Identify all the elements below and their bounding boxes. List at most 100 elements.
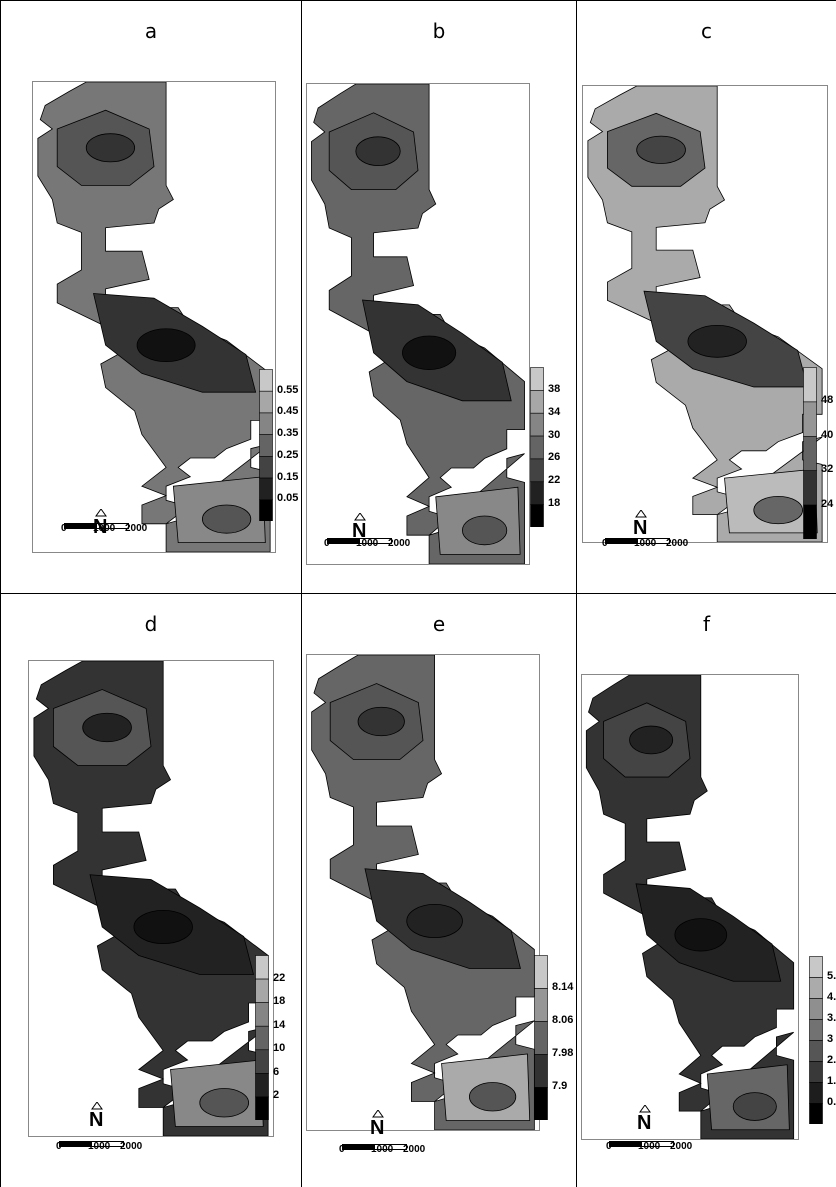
- north-label: N: [89, 1109, 104, 1131]
- scale-bar: 0 1000 2000: [339, 1137, 425, 1155]
- contour-core-lower: [462, 515, 508, 546]
- scale-bar: 0 1000 2000: [324, 531, 410, 549]
- legend-label: 0.55: [277, 383, 299, 396]
- north-label: N: [93, 516, 108, 538]
- scale-bar: 0 1000 2000: [602, 531, 688, 549]
- legend-swatch: [530, 504, 544, 528]
- legend-swatch: [259, 477, 273, 501]
- legend-label: 2: [273, 1089, 280, 1102]
- legend-swatch: [255, 955, 269, 980]
- north-label: N: [352, 520, 367, 542]
- legend-swatch: [809, 1061, 823, 1083]
- north-label: N: [633, 517, 648, 539]
- legend-swatch: [803, 504, 817, 540]
- legend-label: 18: [273, 995, 286, 1008]
- scale-label: 0: [56, 1141, 62, 1152]
- legend-swatch: [530, 367, 544, 391]
- north-arrow-icon: N: [370, 1110, 385, 1139]
- legend-label: 40: [821, 428, 834, 441]
- legend-swatch: [809, 1040, 823, 1062]
- legend-swatch: [803, 367, 817, 403]
- legend-swatch: [809, 956, 823, 978]
- contour-core-middle: [136, 328, 196, 363]
- panel-title: b: [432, 19, 446, 43]
- legend-label: 22: [273, 971, 286, 984]
- legend-label: 7.9: [552, 1080, 568, 1092]
- contour-core-lower: [753, 495, 804, 525]
- legend-swatch: [803, 436, 817, 472]
- map-frame: [582, 85, 828, 543]
- legend-label: 22: [548, 474, 561, 487]
- legend-swatch: [255, 1025, 269, 1051]
- legend-label: 0.15: [277, 470, 299, 483]
- legend: 22 18 14 10 6 2: [255, 955, 285, 1125]
- legend-label: 3.: [827, 1012, 836, 1024]
- north-arrow-icon: N: [93, 509, 108, 538]
- legend-colorbar: [803, 367, 817, 540]
- north-arrow-icon: N: [633, 510, 648, 539]
- contour-map: [587, 85, 823, 543]
- legend-colorbar: [534, 955, 548, 1121]
- contour-core-upper: [636, 135, 686, 164]
- legend-swatch: [809, 1019, 823, 1041]
- legend-label: 0.35: [277, 427, 299, 440]
- legend-colorbar: [809, 956, 823, 1125]
- north-label: N: [370, 1117, 385, 1139]
- scale-label: 1000: [371, 1144, 394, 1155]
- legend-colorbar: [259, 369, 273, 522]
- legend-label: 2.: [827, 1054, 836, 1066]
- legend-label: 8.06: [552, 1014, 574, 1026]
- legend-swatch: [809, 1082, 823, 1104]
- scale-label: 0: [61, 523, 67, 534]
- legend-swatch: [259, 369, 273, 392]
- legend-swatch: [530, 390, 544, 414]
- legend-colorbar: [255, 955, 269, 1121]
- legend-colorbar: [530, 367, 544, 528]
- contour-map: [585, 674, 795, 1140]
- legend-swatch: [534, 1054, 548, 1088]
- contour-map: [311, 83, 525, 565]
- legend-swatch: [530, 458, 544, 483]
- contour-core-lower: [199, 1088, 250, 1118]
- legend-swatch: [255, 978, 269, 1003]
- scale-label: 1000: [356, 538, 379, 549]
- legend-swatch: [259, 412, 273, 435]
- legend: 38 34 30 26 22 18: [530, 367, 560, 532]
- legend-swatch: [259, 499, 273, 522]
- map-frame: [306, 654, 540, 1131]
- scale-label: 0: [324, 538, 330, 549]
- scale-label: 2000: [120, 1141, 143, 1152]
- legend-swatch: [255, 1073, 269, 1098]
- panel-title: c: [701, 19, 712, 43]
- panel-title: e: [432, 612, 446, 636]
- legend-swatch: [534, 955, 548, 989]
- legend-swatch: [255, 1049, 269, 1074]
- map-frame: [581, 674, 799, 1140]
- panel-c: c 48 40 32 24 0 1000 2000 N: [577, 1, 836, 593]
- scale-label: 1000: [634, 538, 657, 549]
- legend-label: 14: [273, 1018, 286, 1031]
- legend-label: 8.14: [552, 981, 574, 993]
- legend: 5. 4. 3. 3 2. 1. 0.: [809, 956, 836, 1129]
- legend-swatch: [809, 977, 823, 999]
- north-label: N: [637, 1112, 652, 1134]
- legend-swatch: [259, 390, 273, 414]
- legend: 8.14 8.06 7.98 7.9: [534, 955, 573, 1125]
- panel-e: e 8.14 8.06 7.98 7.9 0 1000 2000 N: [302, 594, 576, 1187]
- scale-bar: 0 1000 2000: [61, 516, 147, 534]
- scale-label: 2000: [403, 1144, 426, 1155]
- legend-swatch: [259, 456, 273, 479]
- contour-core-upper: [82, 712, 132, 743]
- legend-swatch: [530, 412, 544, 437]
- legend-label: 0.45: [277, 405, 299, 418]
- contour-core-upper: [355, 136, 401, 166]
- scale-bar: 0 1000 2000: [56, 1134, 142, 1152]
- contour-core-middle: [402, 335, 457, 370]
- legend-swatch: [803, 401, 817, 437]
- legend-label: 38: [548, 382, 561, 395]
- legend-label: 24: [821, 497, 834, 510]
- contour-core-lower: [732, 1092, 777, 1121]
- legend-label: 3: [827, 1033, 834, 1045]
- scale-label: 2000: [666, 538, 689, 549]
